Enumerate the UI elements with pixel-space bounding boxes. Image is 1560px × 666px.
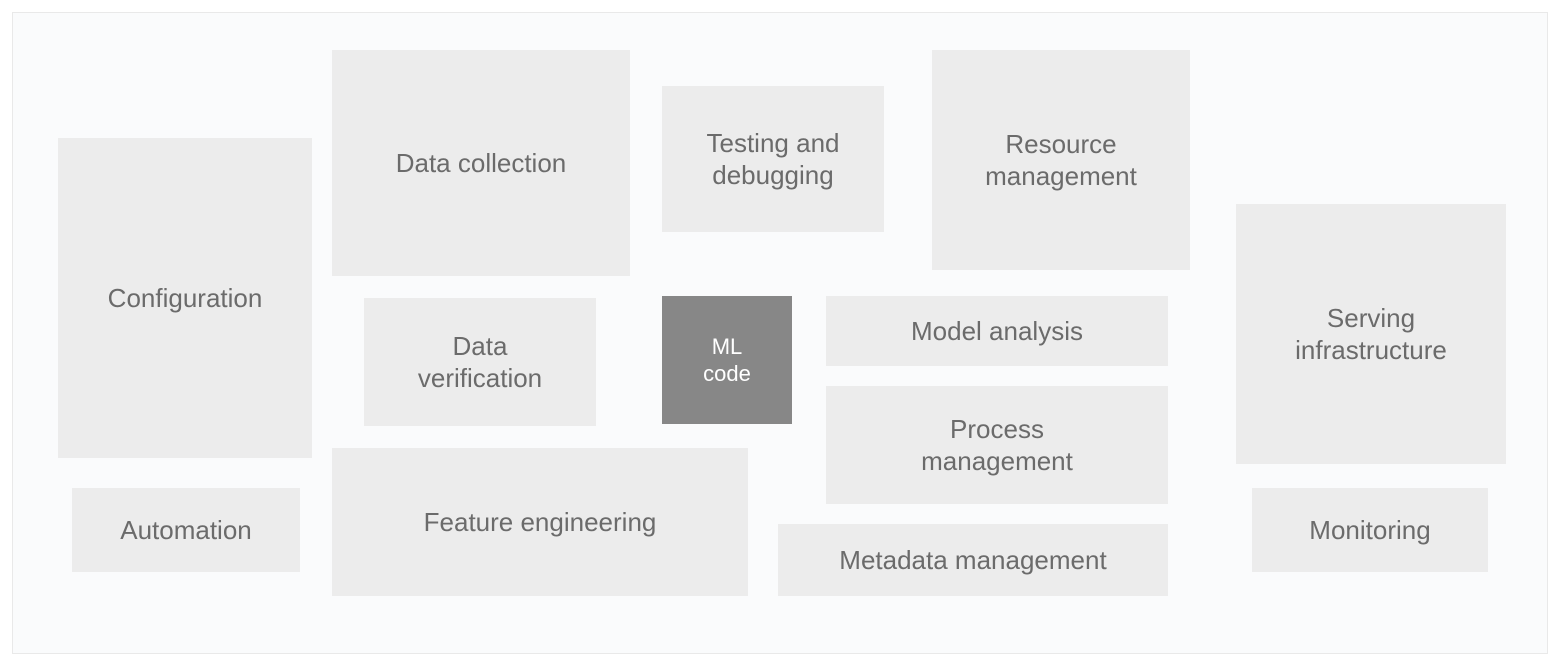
node-automation: Automation xyxy=(72,488,300,572)
node-model-analysis: Model analysis xyxy=(826,296,1168,366)
ml-systems-diagram: Configuration Automation Data collection Da… xyxy=(0,0,1560,666)
node-feature-engineering: Feature engineering xyxy=(332,448,748,596)
node-data-collection: Data collection xyxy=(332,50,630,276)
node-ml-code: ML code xyxy=(662,296,792,424)
node-data-verification: Data verification xyxy=(364,298,596,426)
node-monitoring: Monitoring xyxy=(1252,488,1488,572)
node-serving-infra: Serving infrastructure xyxy=(1236,204,1506,464)
node-configuration: Configuration xyxy=(58,138,312,458)
node-metadata-management: Metadata management xyxy=(778,524,1168,596)
node-resource-management: Resource management xyxy=(932,50,1190,270)
node-testing-debugging: Testing and debugging xyxy=(662,86,884,232)
node-process-management: Process management xyxy=(826,386,1168,504)
